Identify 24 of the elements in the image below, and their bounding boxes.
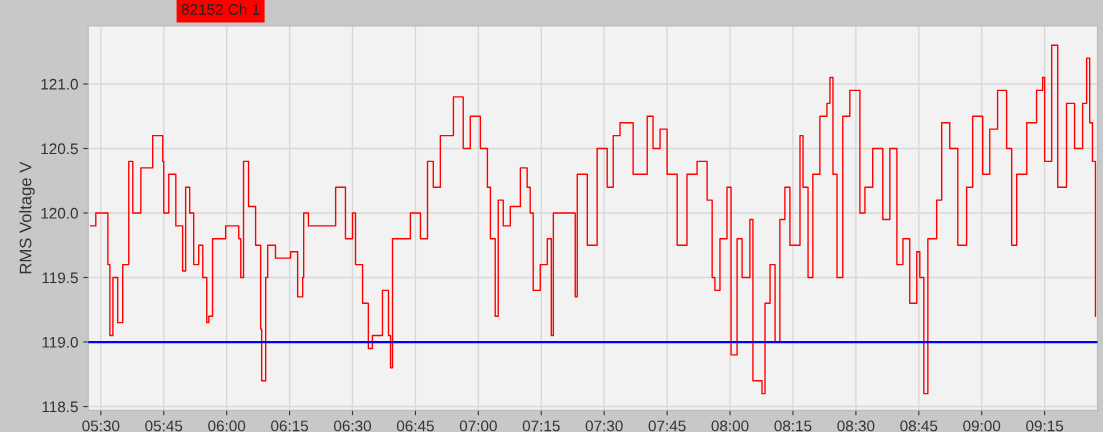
x-tick-label: 05:45 xyxy=(145,420,183,432)
y-tick-label: 119.0 xyxy=(42,336,78,348)
y-tick-label: 118.5 xyxy=(42,401,78,413)
x-tick-label: 07:45 xyxy=(648,420,686,432)
x-tick-label: 09:00 xyxy=(963,420,1001,432)
x-tick-label: 09:15 xyxy=(1026,420,1064,432)
x-tick-label: 05:30 xyxy=(82,420,120,432)
x-tick-label: 08:00 xyxy=(711,420,749,432)
y-axis-title: RMS Voltage V xyxy=(19,161,35,274)
y-tick-label: 119.5 xyxy=(42,272,78,284)
x-tick-label: 07:30 xyxy=(585,420,623,432)
x-tick-label: 06:30 xyxy=(333,420,372,432)
x-tick-label: 06:15 xyxy=(271,420,309,432)
x-tick-label: 07:00 xyxy=(459,420,497,432)
x-tick-label: 08:15 xyxy=(774,420,812,432)
x-tick-label: 06:00 xyxy=(208,420,246,432)
x-tick-label: 08:45 xyxy=(900,420,938,432)
x-tick-label: 07:15 xyxy=(522,420,560,432)
y-tick-label: 120.5 xyxy=(41,143,78,155)
y-tick-label: 120.0 xyxy=(41,207,78,219)
x-tick-label: 08:30 xyxy=(837,420,875,432)
y-tick-label: 121.0 xyxy=(41,78,78,90)
text: 82152 Ch 1 xyxy=(181,3,260,15)
x-tick-label: 06:45 xyxy=(396,420,434,432)
